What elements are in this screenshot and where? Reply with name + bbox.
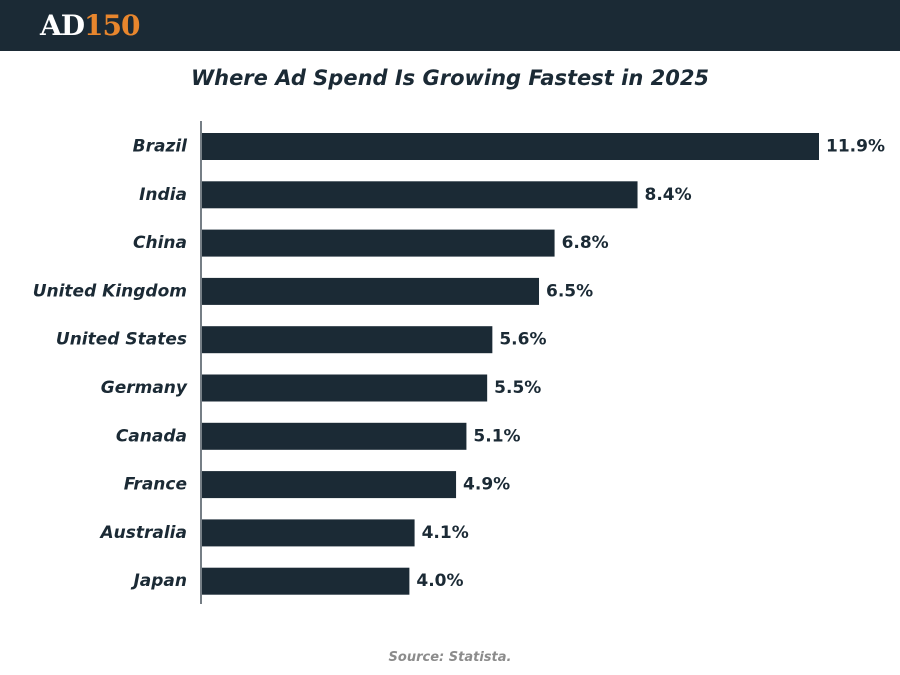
chart-title: Where Ad Spend Is Growing Fastest in 202… <box>190 66 710 90</box>
value-label: 6.5% <box>546 281 593 301</box>
bar <box>202 567 410 595</box>
category-label: United Kingdom <box>33 281 187 301</box>
value-label: 4.0% <box>416 571 463 591</box>
bar-chart: Brazil 11.9% India 8.4% China 6.8% United King… <box>33 121 885 604</box>
value-label: 5.5% <box>494 378 541 398</box>
category-label: Germany <box>101 378 188 398</box>
category-label: United States <box>56 330 187 350</box>
bar <box>202 326 493 354</box>
header-bar: AD150 <box>0 0 900 51</box>
bar <box>202 181 638 209</box>
source-note: Source: Statista. <box>388 650 512 665</box>
bar <box>202 374 488 402</box>
value-label: 11.9% <box>826 137 885 157</box>
category-label: India <box>139 185 187 205</box>
logo-accent-text: 150 <box>84 9 140 42</box>
category-label: Australia <box>99 523 188 543</box>
category-label: Japan <box>130 571 187 591</box>
bar <box>202 277 540 305</box>
value-label: 4.1% <box>422 523 469 543</box>
bar <box>202 519 415 547</box>
value-label: 6.8% <box>562 233 609 253</box>
category-label: France <box>124 475 187 495</box>
value-label: 5.6% <box>499 330 546 350</box>
value-label: 4.9% <box>463 475 510 495</box>
bar <box>202 133 819 160</box>
logo-main-text: AD <box>40 9 85 42</box>
bar <box>202 229 555 257</box>
bar <box>202 422 467 450</box>
brand-logo: AD150 <box>40 9 140 43</box>
category-label: Canada <box>116 426 187 446</box>
bar <box>202 471 457 499</box>
value-label: 8.4% <box>645 185 692 205</box>
category-label: Brazil <box>133 137 189 157</box>
category-label: China <box>133 233 187 253</box>
value-label: 5.1% <box>473 426 520 446</box>
